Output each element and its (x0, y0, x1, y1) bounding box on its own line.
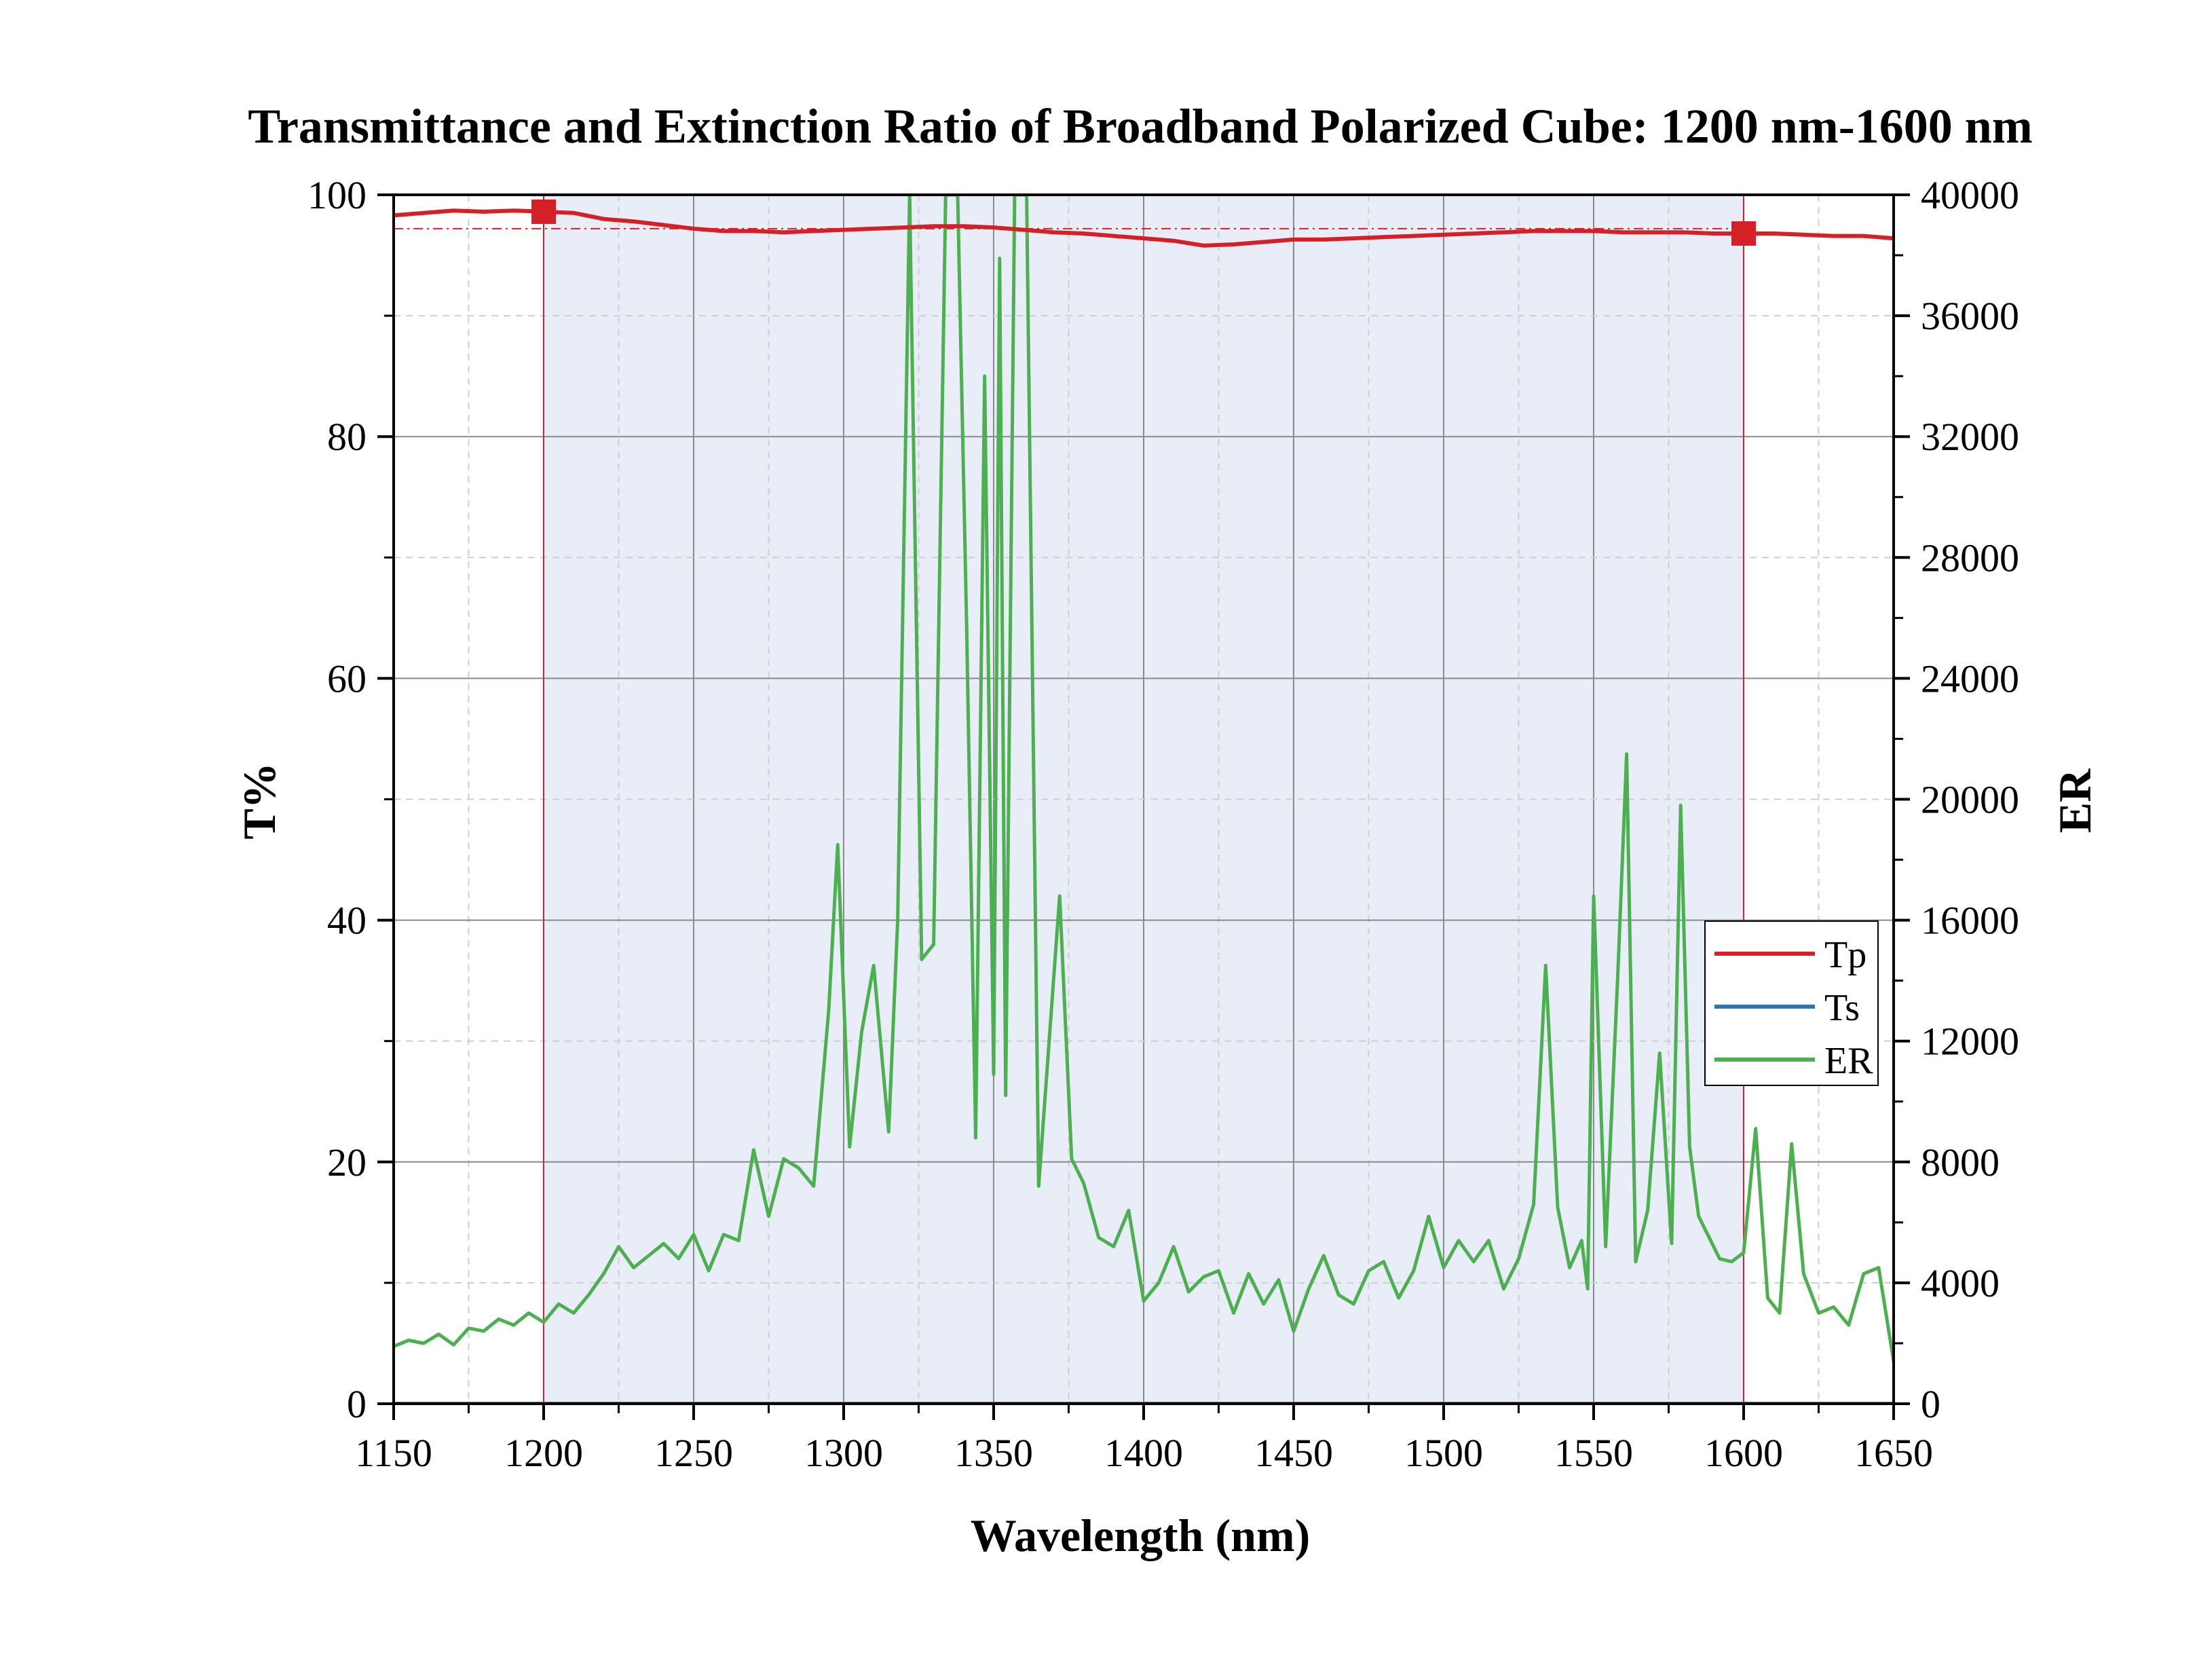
x-axis-ticks: 1150 1200 1250 1300 1350 1400 1450 1500 1550 1600… (355, 1404, 1933, 1475)
x-tick-label: 1450 (1254, 1431, 1333, 1475)
y-left-axis-ticks: 0 20 40 60 80 100 (307, 173, 394, 1426)
series-line-er (394, 195, 1894, 1362)
y-right-tick-label: 8000 (1921, 1140, 2000, 1184)
grid (394, 195, 1894, 1404)
y-right-tick-label: 32000 (1921, 415, 2019, 459)
chart-title: Transmittance and Extinction Ratio of Br… (248, 99, 2032, 153)
y-right-tick-label: 40000 (1921, 173, 2019, 217)
y-left-tick-label: 40 (327, 899, 367, 943)
y-right-axis-ticks: 0 4000 8000 12000 16000 20000 24000 28000 32000 3… (1894, 173, 2019, 1426)
y-right-tick-label: 20000 (1921, 778, 2019, 822)
x-tick-label: 1400 (1104, 1431, 1183, 1475)
y-right-tick-label: 36000 (1921, 294, 2019, 338)
y-right-tick-label: 16000 (1921, 899, 2019, 943)
legend-label: ER (1824, 1040, 1873, 1082)
y-right-axis-title: ER (2049, 768, 2101, 833)
data-marker (1731, 221, 1756, 246)
legend-label: Tp (1824, 934, 1866, 976)
x-tick-label: 1550 (1554, 1431, 1633, 1475)
reference-lines (394, 195, 1744, 1404)
legend-label: Ts (1824, 987, 1860, 1029)
series-line-tp (394, 208, 1894, 248)
x-tick-label: 1650 (1854, 1431, 1933, 1475)
y-left-tick-label: 100 (307, 173, 367, 217)
x-tick-label: 1350 (954, 1431, 1033, 1475)
x-axis-title: Wavelength (nm) (971, 1510, 1311, 1561)
x-tick-label: 1500 (1404, 1431, 1483, 1475)
y-right-tick-label: 12000 (1921, 1020, 2019, 1064)
data-marker (531, 199, 556, 224)
y-left-tick-label: 80 (327, 415, 367, 459)
y-right-tick-label: 0 (1921, 1382, 1940, 1426)
y-left-tick-label: 20 (327, 1140, 367, 1184)
x-tick-label: 1600 (1704, 1431, 1783, 1475)
y-left-axis-title: T% (233, 762, 285, 839)
y-right-tick-label: 4000 (1921, 1261, 2000, 1305)
y-right-tick-label: 28000 (1921, 536, 2019, 580)
x-tick-label: 1300 (804, 1431, 883, 1475)
x-tick-label: 1250 (654, 1431, 733, 1475)
y-left-tick-label: 60 (327, 656, 367, 701)
legend: Tp Ts ER (1704, 920, 1879, 1086)
y-left-tick-label: 0 (347, 1382, 367, 1426)
x-tick-label: 1200 (504, 1431, 583, 1475)
x-tick-label: 1150 (355, 1431, 432, 1475)
y-right-tick-label: 24000 (1921, 656, 2019, 701)
